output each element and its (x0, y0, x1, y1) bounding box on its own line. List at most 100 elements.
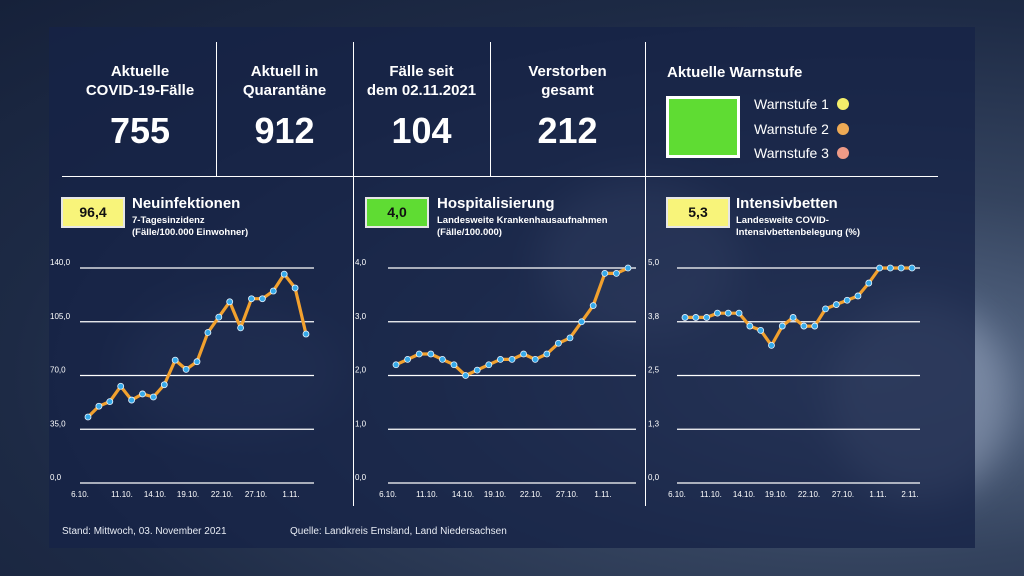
legend-label: Warnstufe 2 (754, 121, 829, 137)
data-point (543, 350, 551, 358)
data-point (485, 361, 493, 369)
orange-dot-icon (836, 123, 849, 135)
divider (62, 176, 938, 177)
neuinfektionen-chart: 0,0 35,0 70,0 105,0 140,0 6.10. 11.10. 14.10. 19… (50, 258, 314, 499)
y-tick-label: 105,0 (50, 312, 71, 321)
data-point (106, 398, 114, 406)
x-tick-label: 14.10. (144, 490, 166, 499)
data-point (462, 372, 469, 379)
panel-subtitle: Landesweite Krankenhausaufnahmen (Fälle/… (437, 215, 608, 238)
y-tick-label: 4,0 (355, 258, 367, 267)
data-point (520, 350, 528, 358)
x-tick-label: 1.11. (594, 490, 611, 499)
x-tick-label: 19.10. (177, 490, 199, 499)
warnstufe-title: Aktuelle Warnstufe (667, 64, 803, 81)
data-point (778, 322, 786, 330)
data-point (171, 356, 179, 364)
data-point (681, 314, 689, 321)
x-tick-label: 14.10. (452, 490, 474, 499)
data-point (415, 350, 423, 358)
divider (645, 176, 646, 506)
data-point (757, 326, 765, 334)
red-dot-icon (836, 147, 849, 159)
data-point (566, 334, 574, 342)
data-point (84, 413, 92, 421)
stat-label: Verstorben gesamt (528, 63, 607, 99)
data-point (392, 361, 400, 369)
data-point (612, 269, 620, 277)
stat-value: 104 (391, 110, 452, 151)
data-point (768, 342, 775, 349)
hospitalization-badge: 4,0 (365, 197, 429, 228)
divider (490, 42, 491, 176)
y-tick-label: 140,0 (50, 258, 71, 267)
data-point (258, 295, 266, 303)
y-tick-label: 2,5 (648, 366, 660, 375)
y-tick-label: 0,0 (50, 473, 62, 482)
legend-label: Warnstufe 3 (754, 145, 829, 161)
data-point (886, 264, 894, 272)
panel-title: Neuinfektionen (132, 195, 241, 212)
x-tick-label: 6.10. (71, 490, 89, 499)
stat-label: Aktuell in Quarantäne (242, 63, 327, 99)
x-tick-label: 22.10. (798, 490, 820, 499)
incidence-badge: 96,4 (61, 197, 125, 228)
panel-title: Hospitalisierung (437, 195, 555, 212)
divider (645, 42, 646, 176)
data-point (182, 365, 190, 373)
data-point (692, 314, 700, 321)
data-point (193, 358, 201, 366)
data-point (703, 314, 711, 321)
panel-subtitle: Landesweite COVID- Intensivbettenbelegun… (736, 215, 861, 238)
data-point (735, 309, 743, 317)
x-tick-label: 2.11. (901, 490, 918, 499)
divider (353, 176, 354, 506)
y-tick-label: 0,0 (355, 473, 367, 482)
data-point (496, 355, 504, 363)
y-tick-label: 35,0 (50, 419, 66, 428)
data-point (204, 329, 212, 336)
data-point (854, 292, 862, 300)
intensivbetten-chart: 0,0 1,3 2,5 3,8 5,0 6.10. 11.10. 14.10. 19.10. 22… (648, 258, 920, 499)
data-point (897, 264, 905, 272)
stat-label: Fälle seit dem 02.11.2021 (366, 63, 477, 99)
data-point (811, 322, 819, 330)
data-point (117, 382, 125, 390)
divider (353, 42, 354, 176)
data-point (865, 279, 873, 287)
stat-aktuelle-faelle: Aktuelle COVID-19-Fälle 755 (70, 62, 210, 152)
stat-value: 212 (537, 110, 598, 151)
x-tick-label: 27.10. (245, 490, 267, 499)
stat-value: 755 (109, 110, 171, 151)
data-point (150, 393, 157, 401)
data-point (237, 324, 245, 332)
data-point (302, 330, 310, 338)
y-tick-label: 70,0 (50, 366, 66, 375)
data-point (531, 355, 539, 363)
yellow-dot-icon (836, 98, 849, 110)
data-point (508, 355, 516, 363)
stat-verstorben: Verstorben gesamt 212 (490, 62, 645, 152)
data-point (843, 296, 851, 304)
x-tick-label: 11.10. (111, 490, 133, 499)
y-tick-label: 5,0 (648, 258, 660, 267)
legend-item-warnstufe-3: Warnstufe 3 (754, 145, 849, 161)
data-point (789, 314, 797, 321)
x-tick-label: 22.10. (211, 490, 233, 499)
data-point (280, 270, 288, 278)
panel-subtitle: 7-Tagesinzidenz (Fälle/100.000 Einwohner… (132, 215, 249, 238)
legend-item-warnstufe-1: Warnstufe 1 (754, 96, 849, 112)
data-point (624, 264, 632, 272)
x-tick-label: 22.10. (520, 490, 542, 499)
data-point (450, 361, 458, 369)
dashboard-panel (49, 27, 975, 548)
y-tick-label: 1,3 (648, 419, 660, 428)
y-tick-label: 3,8 (648, 312, 660, 321)
data-point (554, 339, 562, 347)
data-point (128, 396, 135, 404)
stat-label: Aktuelle COVID-19-Fälle (85, 63, 195, 99)
data-point (876, 264, 883, 272)
legend-item-warnstufe-2: Warnstufe 2 (754, 121, 849, 137)
data-point (291, 284, 299, 292)
data-point (832, 301, 840, 308)
